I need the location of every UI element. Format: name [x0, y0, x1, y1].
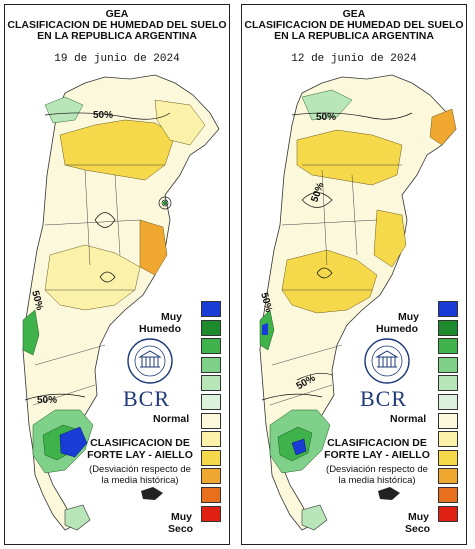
legend-swatch — [438, 449, 458, 466]
legend-label-very-humid-1: Muy — [398, 311, 419, 323]
malvinas-islands — [378, 487, 400, 500]
map-header: GEA CLASIFICACION DE HUMEDAD DEL SUELO E… — [5, 9, 229, 42]
legend-label-normal: Normal — [153, 413, 190, 425]
header-title-line1: CLASIFICACION DE HUMEDAD DEL SUELO — [244, 19, 464, 31]
legend-label-very-dry-2: Seco — [405, 523, 431, 535]
tierra-del-fuego — [301, 504, 328, 531]
legend-label-very-humid-1: Muy — [161, 311, 182, 323]
legend-swatch — [201, 486, 221, 503]
map-date: 19 de junio de 2024 — [54, 53, 180, 65]
malvinas-islands — [141, 487, 163, 500]
classification-title: CLASIFICACION DE FORTE LAY - AIELLO — [324, 437, 430, 461]
classification-subtitle-line1: (Desviación respecto de — [326, 464, 428, 475]
isoline-label: 50% — [37, 395, 58, 406]
legend-swatch — [201, 393, 221, 410]
classification-subtitle-line1: (Desviación respecto de — [89, 464, 191, 475]
header-org: GEA — [105, 8, 129, 20]
province-boundaries — [269, 164, 402, 406]
legend-swatch — [201, 412, 221, 429]
green-zone-north — [301, 89, 353, 121]
legend-swatch — [438, 431, 458, 448]
legend-swatch — [201, 338, 221, 355]
legend-swatch — [201, 468, 221, 485]
legend-label-very-dry-1: Muy — [171, 511, 192, 523]
legend-swatch — [201, 449, 221, 466]
legend-swatch — [201, 375, 221, 392]
soil-moisture-map-panel-jun19: GEA CLASIFICACION DE HUMEDAD DEL SUELO E… — [4, 4, 230, 545]
dry-zone-north — [296, 129, 403, 186]
classification-title-line2: FORTE LAY - AIELLO — [87, 449, 193, 461]
classification-title-line2: FORTE LAY - AIELLO — [324, 449, 430, 461]
legend-label-very-dry-1: Muy — [408, 511, 429, 523]
classification-title-line1: CLASIFICACION DE — [327, 437, 427, 449]
legend-swatch — [438, 412, 458, 429]
legend-swatch — [201, 356, 221, 373]
legend-swatch — [438, 393, 458, 410]
classification-title-line1: CLASIFICACION DE — [90, 437, 190, 449]
header-title-line2: EN LA REPUBLICA ARGENTINA — [37, 30, 197, 42]
legend-swatch — [438, 356, 458, 373]
legend-swatch — [438, 375, 458, 392]
classification-subtitle: (Desviación respecto de la media históri… — [322, 464, 432, 486]
moisture-isolines — [24, 112, 172, 401]
argentina-soil-moisture-map — [22, 74, 220, 531]
moisture-color-legend — [438, 301, 458, 524]
light-zone-ne — [154, 99, 206, 146]
humid-spot-ne — [163, 201, 167, 205]
header-org: GEA — [342, 8, 366, 20]
legend-swatch — [438, 338, 458, 355]
tierra-del-fuego — [64, 504, 91, 531]
moisture-isolines — [261, 112, 413, 401]
very-humid-zone-patagonia — [291, 438, 307, 456]
legend-label-very-humid-2: Humedo — [139, 323, 181, 335]
province-boundaries — [32, 164, 165, 406]
dry-zone-center — [44, 244, 141, 311]
soil-moisture-map-panel-jun12: GEA CLASIFICACION DE HUMEDAD DEL SUELO E… — [241, 4, 467, 545]
bcr-seal-logo — [127, 338, 173, 384]
bcr-logo-text: BCR — [123, 386, 171, 411]
dry-zone-center — [281, 249, 378, 314]
legend-swatch — [438, 486, 458, 503]
humid-spot-andes — [262, 323, 268, 335]
legend-swatch — [438, 319, 458, 336]
map-date: 12 de junio de 2024 — [291, 53, 417, 65]
legend-label-very-humid-2: Humedo — [376, 323, 418, 335]
moisture-color-legend — [201, 301, 221, 524]
legend-swatch — [438, 505, 458, 522]
bcr-seal-logo — [364, 338, 410, 384]
bcr-logo-text: BCR — [360, 386, 408, 411]
very-dry-zone-misiones — [429, 108, 457, 146]
dry-zone-east — [139, 219, 168, 276]
isoline-label: 50% — [316, 112, 337, 123]
classification-subtitle: (Desviación respecto de la media históri… — [85, 464, 195, 486]
legend-swatch — [201, 319, 221, 336]
legend-swatch — [201, 505, 221, 522]
classification-subtitle-line2: la media histórica) — [338, 475, 416, 486]
dry-zone-mesopotamia — [373, 209, 407, 268]
classification-title: CLASIFICACION DE FORTE LAY - AIELLO — [87, 437, 193, 461]
classification-subtitle-line2: la media histórica) — [101, 475, 179, 486]
isoline-label: 50% — [93, 110, 114, 121]
legend-swatch — [438, 301, 458, 317]
very-humid-zone-patagonia — [59, 426, 88, 458]
green-zone-nw — [44, 96, 84, 124]
legend-label-normal: Normal — [390, 413, 427, 425]
header-title-line1: CLASIFICACION DE HUMEDAD DEL SUELO — [7, 19, 227, 31]
humid-zone-west-andes — [22, 309, 40, 356]
header-title-line2: EN LA REPUBLICA ARGENTINA — [274, 30, 434, 42]
legend-swatch — [438, 468, 458, 485]
map-header: GEA CLASIFICACION DE HUMEDAD DEL SUELO E… — [242, 9, 466, 42]
argentina-soil-moisture-map — [259, 74, 457, 531]
legend-label-very-dry-2: Seco — [168, 523, 194, 535]
legend-swatch — [201, 301, 221, 317]
legend-swatch — [201, 431, 221, 448]
